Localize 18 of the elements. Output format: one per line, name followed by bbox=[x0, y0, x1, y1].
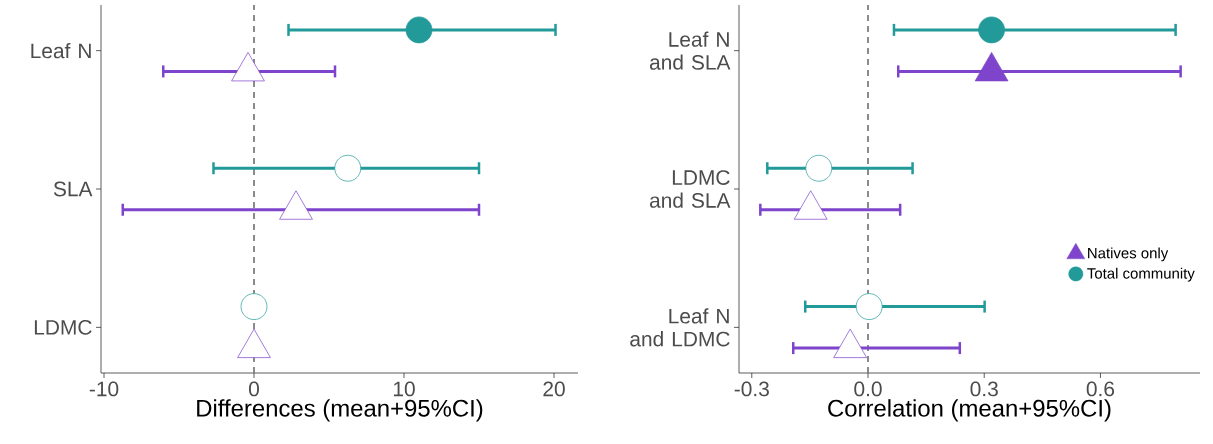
y-tick-label: LDMC and SLA bbox=[649, 170, 731, 208]
legend-label: Natives only bbox=[1088, 247, 1169, 262]
y-tick-label: Leaf N and SLA bbox=[649, 31, 731, 70]
x-tick-label: -10 bbox=[89, 381, 119, 397]
x-tick-label: 20 bbox=[543, 381, 565, 397]
legend-label: Total community bbox=[1087, 267, 1195, 282]
y-tick-label: SLA bbox=[53, 181, 93, 197]
y-tick-label: LDMC bbox=[34, 319, 92, 335]
x-axis-title: Correlation (mean+95%CI) bbox=[828, 399, 1111, 422]
x-tick-label: 10 bbox=[393, 381, 415, 397]
x-axis-title: Differences (mean+95%CI) bbox=[197, 399, 483, 422]
x-tick-label: 0 bbox=[249, 381, 259, 397]
y-tick-label: Leaf N bbox=[31, 42, 91, 59]
x-tick-label: 0.3 bbox=[970, 381, 998, 397]
x-tick-label: 0.6 bbox=[1086, 381, 1115, 397]
x-tick-label: 0.0 bbox=[854, 381, 882, 397]
x-tick-label: -0.3 bbox=[734, 381, 769, 397]
y-tick-label: Leaf N and LDMC bbox=[630, 308, 730, 347]
